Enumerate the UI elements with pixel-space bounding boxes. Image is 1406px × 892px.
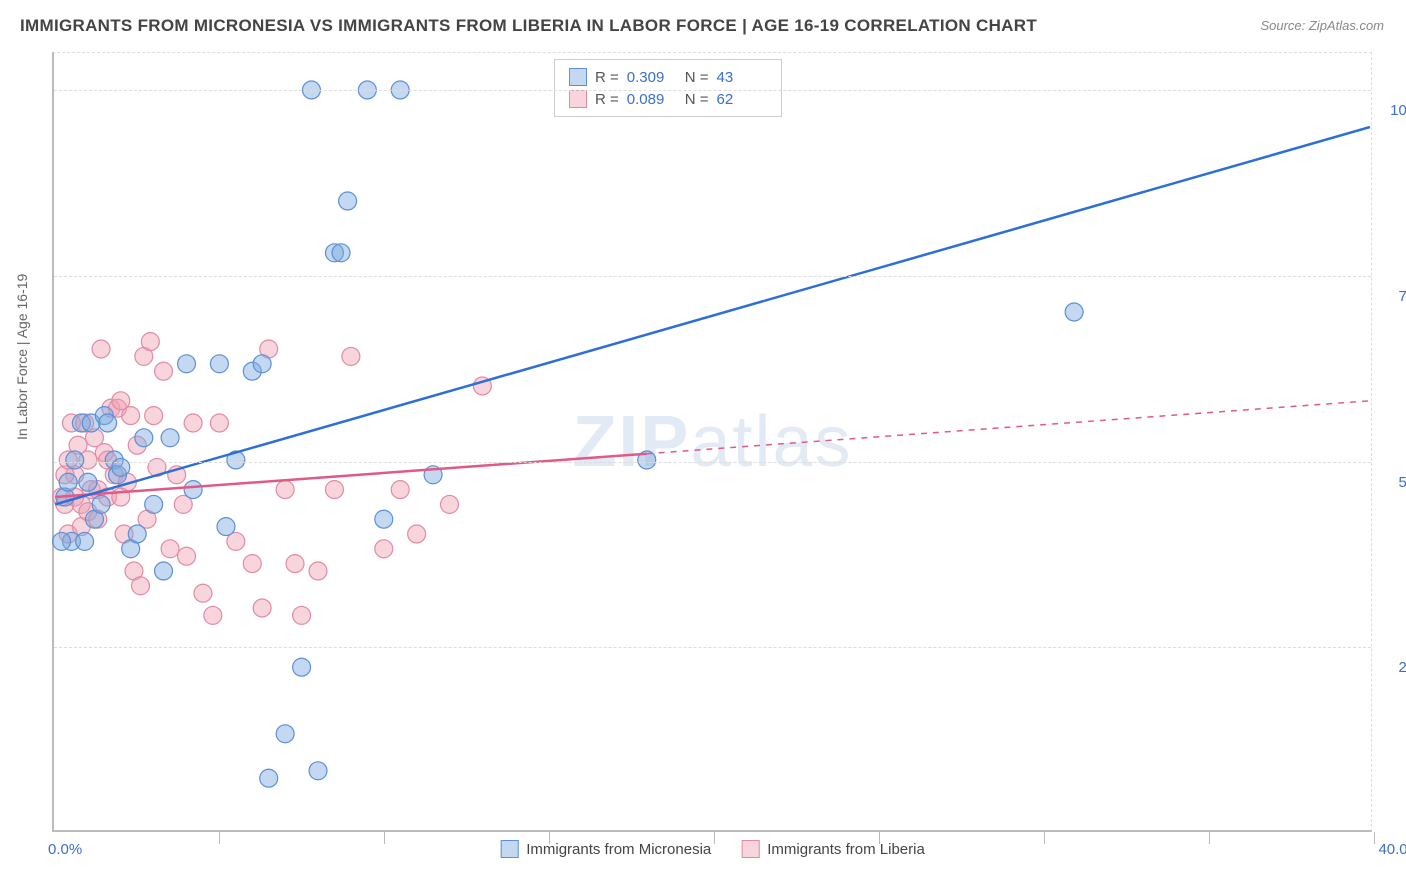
- legend-item-0: Immigrants from Micronesia: [500, 840, 711, 858]
- plot-area: ZIPatlas R = 0.309 N = 43 R = 0.089 N = …: [52, 52, 1372, 832]
- scatter-point: [204, 606, 222, 624]
- legend-item-1: Immigrants from Liberia: [741, 840, 925, 858]
- scatter-point: [1065, 303, 1083, 321]
- scatter-point: [178, 355, 196, 373]
- scatter-point: [217, 518, 235, 536]
- y-tick-label: 75.0%: [1381, 288, 1406, 305]
- scatter-point: [286, 555, 304, 573]
- trend-line: [55, 454, 647, 497]
- scatter-point: [194, 584, 212, 602]
- trend-line-extrapolated: [647, 401, 1370, 454]
- scatter-point: [92, 340, 110, 358]
- chart-svg: [54, 53, 1371, 830]
- scatter-point: [145, 407, 163, 425]
- legend-bottom-swatch-1: [741, 840, 759, 858]
- scatter-point: [293, 606, 311, 624]
- scatter-point: [408, 525, 426, 543]
- scatter-point: [210, 355, 228, 373]
- scatter-point: [441, 495, 459, 513]
- scatter-point: [243, 555, 261, 573]
- scatter-point: [122, 407, 140, 425]
- scatter-point: [260, 769, 278, 787]
- scatter-point: [276, 725, 294, 743]
- y-tick-label: 50.0%: [1381, 474, 1406, 491]
- chart-title: IMMIGRANTS FROM MICRONESIA VS IMMIGRANTS…: [20, 16, 1037, 36]
- y-axis-label: In Labor Force | Age 16-19: [14, 274, 30, 440]
- scatter-point: [375, 510, 393, 528]
- scatter-point: [339, 192, 357, 210]
- scatter-point: [53, 532, 71, 550]
- scatter-point: [132, 577, 150, 595]
- scatter-point: [184, 414, 202, 432]
- scatter-point: [309, 562, 327, 580]
- scatter-point: [145, 495, 163, 513]
- scatter-point: [59, 473, 77, 491]
- scatter-point: [135, 429, 153, 447]
- scatter-point: [253, 599, 271, 617]
- scatter-point: [99, 414, 117, 432]
- scatter-point: [253, 355, 271, 373]
- chart-container: IMMIGRANTS FROM MICRONESIA VS IMMIGRANTS…: [0, 0, 1406, 892]
- scatter-point: [66, 451, 84, 469]
- scatter-point: [92, 495, 110, 513]
- trend-line: [55, 127, 1370, 504]
- scatter-point: [155, 562, 173, 580]
- scatter-point: [210, 414, 228, 432]
- scatter-point: [276, 481, 294, 499]
- x-tick-label: 0.0%: [48, 841, 82, 858]
- scatter-point: [79, 473, 97, 491]
- scatter-point: [342, 347, 360, 365]
- y-tick-label: 25.0%: [1381, 659, 1406, 676]
- scatter-point: [178, 547, 196, 565]
- scatter-point: [184, 481, 202, 499]
- scatter-point: [155, 362, 173, 380]
- source-attribution: Source: ZipAtlas.com: [1260, 18, 1384, 33]
- scatter-point: [375, 540, 393, 558]
- x-tick-label: 40.0%: [1378, 841, 1406, 858]
- scatter-point: [309, 762, 327, 780]
- scatter-point: [76, 532, 94, 550]
- scatter-point: [128, 525, 146, 543]
- legend-bottom-label-1: Immigrants from Liberia: [767, 841, 925, 858]
- series-legend: Immigrants from Micronesia Immigrants fr…: [500, 840, 925, 858]
- scatter-point: [332, 244, 350, 262]
- scatter-point: [325, 481, 343, 499]
- legend-bottom-swatch-0: [500, 840, 518, 858]
- scatter-point: [161, 540, 179, 558]
- scatter-point: [293, 658, 311, 676]
- scatter-point: [161, 429, 179, 447]
- legend-bottom-label-0: Immigrants from Micronesia: [526, 841, 711, 858]
- scatter-point: [391, 481, 409, 499]
- scatter-point: [141, 333, 159, 351]
- y-tick-label: 100.0%: [1381, 102, 1406, 119]
